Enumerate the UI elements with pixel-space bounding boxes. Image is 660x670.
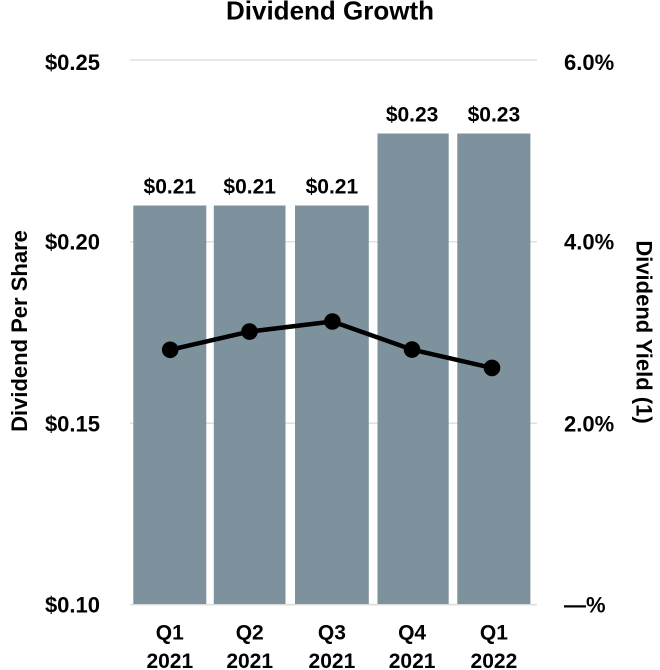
svg-text:2021: 2021 <box>389 650 436 670</box>
svg-text:2021: 2021 <box>226 650 273 670</box>
svg-text:$0.15: $0.15 <box>45 411 100 436</box>
svg-text:4.0%: 4.0% <box>564 230 614 255</box>
svg-text:Q2: Q2 <box>236 622 264 645</box>
svg-text:2021: 2021 <box>146 650 193 670</box>
svg-text:$0.21: $0.21 <box>306 175 359 198</box>
svg-text:Q1: Q1 <box>156 622 184 645</box>
svg-text:Q4: Q4 <box>398 622 426 645</box>
svg-text:Dividend Growth: Dividend Growth <box>226 0 434 26</box>
svg-text:$0.23: $0.23 <box>386 103 439 126</box>
svg-text:$0.25: $0.25 <box>45 50 100 75</box>
svg-text:2022: 2022 <box>471 650 518 670</box>
svg-text:6.0%: 6.0% <box>564 50 614 75</box>
svg-text:—%: —% <box>564 593 606 618</box>
svg-text:$0.10: $0.10 <box>45 593 100 618</box>
svg-text:$0.21: $0.21 <box>144 175 197 198</box>
svg-text:2.0%: 2.0% <box>564 411 614 436</box>
svg-text:2021: 2021 <box>309 650 356 670</box>
svg-text:Q3: Q3 <box>318 622 346 645</box>
svg-text:Dividend Yield (1): Dividend Yield (1) <box>632 240 657 423</box>
svg-text:$0.23: $0.23 <box>468 103 521 126</box>
svg-text:Q1: Q1 <box>480 622 508 645</box>
svg-text:Dividend Per Share: Dividend Per Share <box>7 230 32 432</box>
svg-text:$0.21: $0.21 <box>223 175 276 198</box>
svg-text:$0.20: $0.20 <box>45 230 100 255</box>
